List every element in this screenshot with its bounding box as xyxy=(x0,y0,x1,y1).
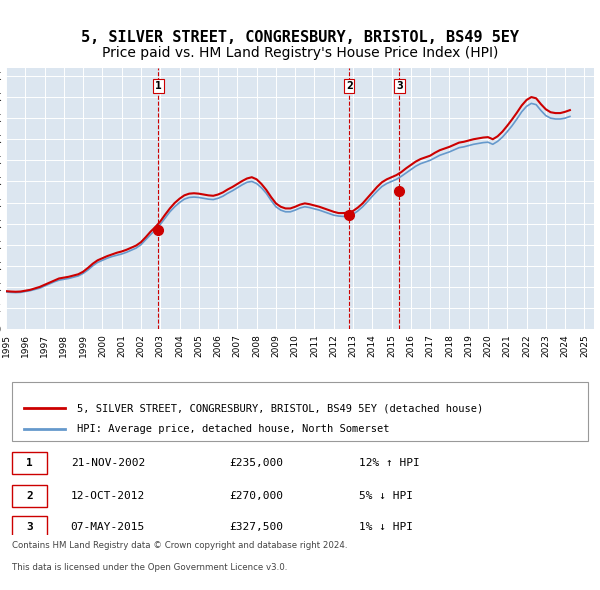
Text: Contains HM Land Registry data © Crown copyright and database right 2024.: Contains HM Land Registry data © Crown c… xyxy=(12,541,347,550)
Text: 07-MAY-2015: 07-MAY-2015 xyxy=(71,522,145,532)
Text: 5, SILVER STREET, CONGRESBURY, BRISTOL, BS49 5EY: 5, SILVER STREET, CONGRESBURY, BRISTOL, … xyxy=(81,30,519,45)
Text: 5% ↓ HPI: 5% ↓ HPI xyxy=(359,491,413,501)
FancyBboxPatch shape xyxy=(12,452,47,474)
Text: HPI: Average price, detached house, North Somerset: HPI: Average price, detached house, Nort… xyxy=(77,424,389,434)
Text: 2: 2 xyxy=(26,491,33,501)
Text: 5, SILVER STREET, CONGRESBURY, BRISTOL, BS49 5EY (detached house): 5, SILVER STREET, CONGRESBURY, BRISTOL, … xyxy=(77,404,483,414)
Text: 21-NOV-2002: 21-NOV-2002 xyxy=(71,458,145,468)
Text: £327,500: £327,500 xyxy=(229,522,283,532)
Text: 3: 3 xyxy=(396,81,403,91)
Text: 1: 1 xyxy=(155,81,161,91)
Text: 1% ↓ HPI: 1% ↓ HPI xyxy=(359,522,413,532)
Text: 12% ↑ HPI: 12% ↑ HPI xyxy=(359,458,419,468)
Text: 2: 2 xyxy=(346,81,353,91)
Text: Price paid vs. HM Land Registry's House Price Index (HPI): Price paid vs. HM Land Registry's House … xyxy=(102,46,498,60)
Text: £235,000: £235,000 xyxy=(229,458,283,468)
Text: 1: 1 xyxy=(26,458,33,468)
Text: £270,000: £270,000 xyxy=(229,491,283,501)
FancyBboxPatch shape xyxy=(12,382,588,441)
Text: 12-OCT-2012: 12-OCT-2012 xyxy=(71,491,145,501)
Text: 3: 3 xyxy=(26,522,33,532)
FancyBboxPatch shape xyxy=(12,516,47,537)
Text: This data is licensed under the Open Government Licence v3.0.: This data is licensed under the Open Gov… xyxy=(12,563,287,572)
FancyBboxPatch shape xyxy=(12,485,47,507)
